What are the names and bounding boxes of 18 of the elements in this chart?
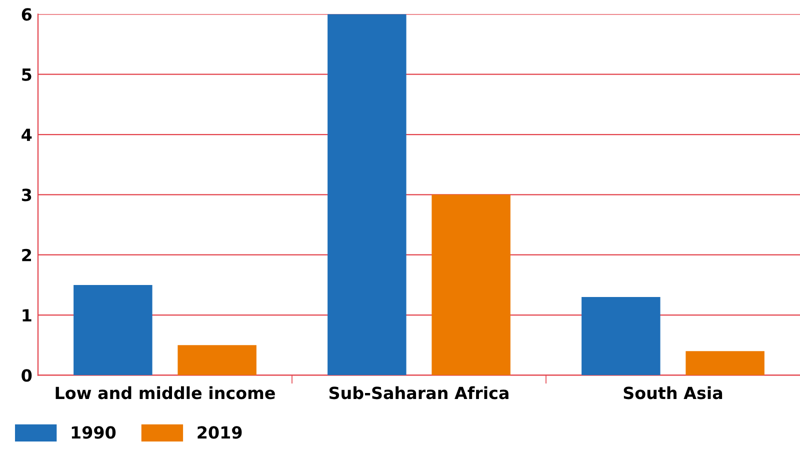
x-tick-label: Sub-Saharan Africa: [329, 386, 508, 400]
y-tick-label: 3: [22, 188, 32, 202]
y-tick-label: 2: [22, 248, 31, 262]
bar: [432, 194, 510, 376]
bar: [582, 296, 660, 376]
y-tick-label: 6: [22, 8, 32, 21]
y-tick-label: 4: [22, 128, 32, 141]
bar: [686, 351, 764, 376]
bar: [74, 284, 152, 376]
x-tick-label: Low and middle income: [56, 386, 275, 400]
y-tick-label: 5: [22, 68, 32, 81]
legend-label: 2019: [198, 426, 242, 439]
x-tick-label: South Asia: [624, 386, 722, 400]
y-tick-label: 0: [22, 369, 32, 382]
y-tick-label: 1: [22, 309, 32, 322]
bar: [328, 14, 406, 376]
legend-label: 1990: [72, 426, 116, 439]
bar: [178, 345, 256, 376]
